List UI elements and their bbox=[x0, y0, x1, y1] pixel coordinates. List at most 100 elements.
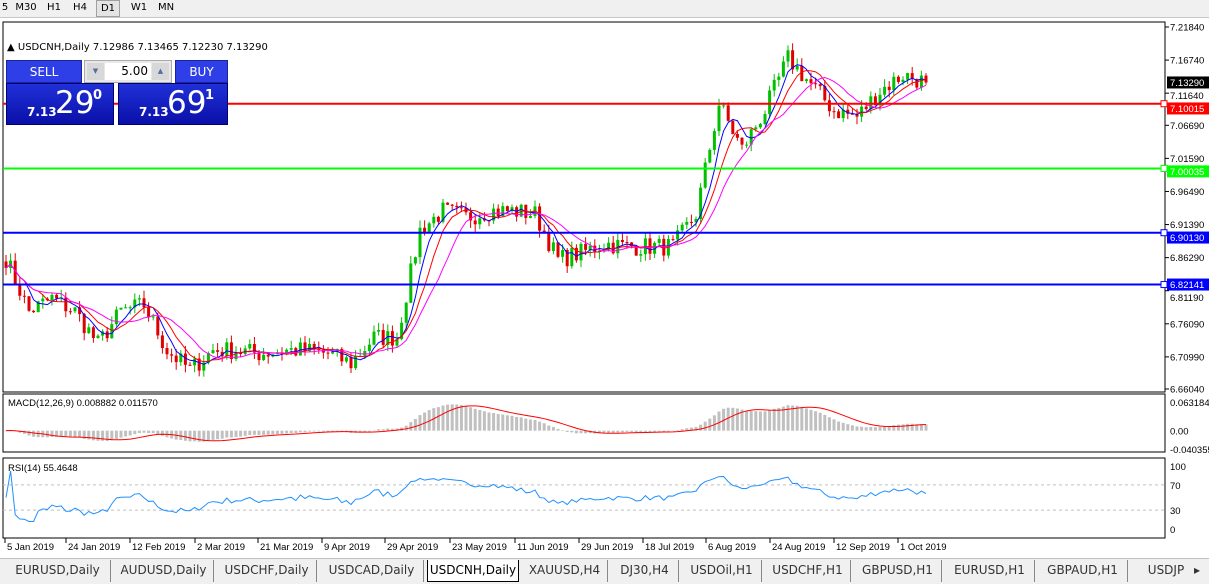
macd-bar bbox=[381, 429, 385, 431]
candle bbox=[827, 93, 831, 117]
sell-price[interactable]: 7.13 29 0 bbox=[6, 83, 114, 125]
candle bbox=[50, 293, 54, 306]
macd-bar bbox=[308, 430, 312, 432]
macd-bar bbox=[533, 419, 537, 431]
candle bbox=[179, 350, 183, 366]
tab-usdjp[interactable]: USDJP bbox=[1147, 563, 1185, 577]
tab-eurusd-h1[interactable]: EURUSD,H1 bbox=[945, 560, 1035, 582]
timeframe-H4[interactable]: H4 bbox=[73, 2, 87, 13]
timeframe-W1[interactable]: W1 bbox=[130, 2, 148, 13]
timeframe-MN[interactable]: MN bbox=[157, 2, 175, 13]
macd-bar bbox=[892, 425, 896, 431]
macd-bar bbox=[570, 430, 574, 433]
macd-bar bbox=[4, 430, 8, 432]
macd-bar bbox=[137, 430, 141, 434]
candle-body bbox=[818, 84, 822, 87]
lot-size-stepper[interactable]: ▼ 5.00 ▲ bbox=[84, 60, 172, 83]
candle-body bbox=[878, 94, 882, 106]
macd-bar bbox=[386, 428, 390, 431]
macd-bar bbox=[87, 430, 91, 440]
candle bbox=[574, 244, 578, 263]
candle bbox=[717, 98, 721, 137]
candle-body bbox=[676, 230, 680, 240]
timeframe-D1[interactable]: D1 bbox=[96, 0, 120, 17]
candle-body bbox=[151, 316, 155, 318]
candle bbox=[404, 301, 408, 331]
macd-bar bbox=[515, 416, 519, 431]
candle bbox=[841, 104, 845, 123]
candle-body bbox=[763, 113, 767, 124]
tabs-scroll-right-icon[interactable]: ▸ bbox=[1193, 563, 1201, 577]
sell-button[interactable]: SELL bbox=[6, 60, 82, 83]
candle bbox=[804, 78, 808, 84]
macd-bar bbox=[722, 408, 726, 431]
candle bbox=[87, 323, 91, 335]
macd-bar bbox=[896, 424, 900, 431]
tab-eurusd-daily[interactable]: EURUSD,Daily bbox=[5, 560, 111, 582]
tab-gbpusd-h1[interactable]: GBPUSD,H1 bbox=[854, 560, 942, 582]
candle bbox=[377, 322, 381, 336]
candle bbox=[216, 343, 220, 359]
candle bbox=[786, 45, 790, 68]
macd-bar bbox=[317, 430, 321, 432]
macd-bar bbox=[487, 412, 491, 431]
ohlc-values: 7.12986 7.13465 7.12230 7.13290 bbox=[92, 42, 268, 53]
candle bbox=[133, 293, 137, 314]
candle-body bbox=[170, 354, 174, 356]
macd-bar bbox=[459, 404, 463, 431]
time-tick-label: 9 Apr 2019 bbox=[324, 542, 370, 553]
tab-usdchf-daily[interactable]: USDCHF,Daily bbox=[217, 560, 317, 582]
macd-title: MACD(12,26,9) 0.008882 0.011570 bbox=[8, 398, 158, 409]
tab-xauusd-h4[interactable]: XAUUSD,H4 bbox=[522, 560, 608, 582]
tab-audusd-daily[interactable]: AUDUSD,Daily bbox=[114, 560, 214, 582]
candle-body bbox=[50, 294, 54, 301]
decrease-lot-icon[interactable]: ▼ bbox=[87, 63, 104, 80]
tab-usdchf-h1[interactable]: USDCHF,H1 bbox=[765, 560, 851, 582]
candle bbox=[188, 362, 192, 366]
buy-price[interactable]: 7.13 69 1 bbox=[118, 83, 228, 125]
collapse-triangle-icon[interactable]: ▲ bbox=[7, 42, 15, 53]
macd-bar bbox=[510, 415, 514, 431]
candle-body bbox=[671, 239, 675, 241]
line-price-label: 7.00035 bbox=[1170, 167, 1204, 178]
tab-usdcad-daily[interactable]: USDCAD,Daily bbox=[320, 560, 424, 582]
candle-body bbox=[372, 331, 376, 345]
lot-size-input[interactable]: 5.00 bbox=[105, 63, 151, 80]
tab-usdcnh-daily[interactable]: USDCNH,Daily bbox=[427, 560, 519, 582]
macd-bar bbox=[331, 430, 335, 432]
timeframe-H1[interactable]: H1 bbox=[47, 2, 61, 13]
macd-bar bbox=[717, 411, 721, 431]
timeframe-5[interactable]: 5 bbox=[1, 2, 9, 13]
candle-body bbox=[455, 205, 459, 208]
candle-body bbox=[685, 221, 689, 225]
rsi-pane bbox=[2, 457, 1166, 539]
candle bbox=[432, 213, 436, 228]
candle-body bbox=[597, 250, 601, 252]
candle bbox=[906, 72, 910, 85]
candle bbox=[777, 72, 781, 87]
candle-body bbox=[110, 324, 114, 339]
candle-body bbox=[699, 187, 703, 219]
macd-bar bbox=[312, 430, 316, 432]
candle-body bbox=[519, 204, 523, 217]
chart-canvas[interactable]: 7.218407.167407.132907.116407.100157.066… bbox=[0, 18, 1209, 558]
tab-gbpaud-h1[interactable]: GBPAUD,H1 bbox=[1038, 560, 1128, 582]
chart-window[interactable]: 7.21840 7.16740 7.13290 7.11640 7.10015 7.066… bbox=[0, 18, 1209, 558]
macd-bar bbox=[367, 430, 371, 432]
candle bbox=[193, 355, 197, 373]
macd-bar bbox=[772, 408, 776, 431]
candle bbox=[749, 128, 753, 152]
buy-button[interactable]: BUY bbox=[175, 60, 228, 83]
candle-body bbox=[745, 144, 749, 146]
macd-bar bbox=[418, 415, 422, 431]
macd-bar bbox=[183, 430, 187, 441]
tab-dj30-h4[interactable]: DJ30,H4 bbox=[611, 560, 679, 582]
candle-body bbox=[841, 109, 845, 119]
macd-bar bbox=[745, 410, 749, 431]
increase-lot-icon[interactable]: ▲ bbox=[152, 63, 169, 80]
time-tick-label: 12 Feb 2019 bbox=[132, 542, 185, 553]
tab-usdoil-h1[interactable]: USDOil,H1 bbox=[682, 560, 762, 582]
rsi-tick-label: 70 bbox=[1170, 481, 1181, 492]
timeframe-M30[interactable]: M30 bbox=[15, 2, 37, 13]
candle bbox=[791, 43, 795, 74]
